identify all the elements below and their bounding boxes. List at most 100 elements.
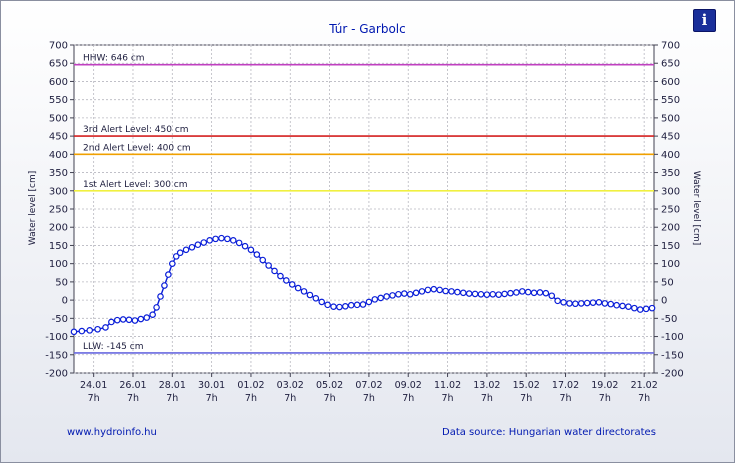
- x-tick-date: 01.02: [237, 380, 264, 391]
- x-tick-hour: 7h: [638, 393, 650, 404]
- x-tick-date: 05.02: [316, 380, 343, 391]
- data-point: [153, 304, 160, 311]
- data-point: [125, 316, 133, 324]
- data-point: [583, 299, 591, 307]
- data-point: [607, 300, 615, 308]
- y-tick-label-left: 0: [62, 296, 68, 307]
- data-point: [389, 292, 396, 299]
- data-point: [235, 239, 243, 247]
- y-tick-label-right: 450: [661, 132, 680, 143]
- x-tick-hour: 7h: [206, 393, 218, 404]
- data-point: [271, 267, 278, 275]
- y-tick-label-right: 0: [661, 296, 667, 307]
- y-tick-label-right: 100: [661, 259, 680, 270]
- data-point: [119, 316, 127, 323]
- data-point: [648, 304, 656, 312]
- data-point: [524, 288, 532, 296]
- threshold-label: 2nd Alert Level: 400 cm: [83, 143, 191, 153]
- y-tick-label-right: 350: [661, 168, 680, 179]
- x-tick-date: 09.02: [395, 380, 422, 391]
- x-tick-date: 21.02: [631, 380, 658, 391]
- x-tick-date: 03.02: [277, 380, 304, 391]
- data-point: [518, 288, 526, 295]
- y-tick-label-right: 650: [661, 59, 680, 70]
- x-tick-date: 24.01: [80, 380, 107, 391]
- x-tick-date: 26.01: [119, 380, 146, 391]
- data-point: [424, 286, 432, 294]
- y-tick-label-left: -200: [45, 369, 68, 380]
- data-point: [161, 282, 168, 289]
- data-point: [218, 234, 225, 242]
- data-point: [619, 302, 626, 310]
- data-point: [247, 246, 255, 254]
- data-point: [330, 303, 337, 310]
- y-tick-label-right: -200: [661, 369, 684, 380]
- x-tick-date: 30.01: [198, 380, 225, 391]
- data-point: [176, 249, 184, 257]
- data-point: [548, 292, 556, 300]
- data-point: [182, 246, 190, 254]
- data-point: [259, 256, 267, 264]
- data-point: [229, 237, 237, 244]
- data-point: [277, 272, 284, 280]
- x-tick-hour: 7h: [481, 393, 493, 404]
- data-point: [206, 237, 213, 244]
- data-point: [601, 300, 609, 307]
- y-tick-label-right: 700: [661, 41, 680, 52]
- data-point: [454, 288, 461, 296]
- y-tick-label-left: 100: [49, 259, 68, 270]
- x-tick-hour: 7h: [520, 393, 532, 404]
- data-point: [383, 293, 390, 300]
- x-tick-hour: 7h: [402, 393, 414, 404]
- chart-title: Túr - Garbolc: [329, 22, 406, 36]
- threshold-label: HHW: 646 cm: [83, 54, 145, 64]
- data-point: [495, 291, 502, 298]
- data-point: [642, 305, 650, 313]
- data-point: [253, 251, 261, 258]
- y-tick-label-left: 50: [55, 277, 68, 288]
- data-point: [149, 311, 156, 318]
- info-icon[interactable]: i: [693, 9, 716, 32]
- data-point: [513, 289, 520, 296]
- x-tick-date: 07.02: [355, 380, 382, 391]
- x-tick-hour: 7h: [88, 393, 100, 404]
- data-point: [448, 288, 455, 295]
- data-point: [631, 304, 638, 312]
- data-point: [401, 290, 408, 297]
- y-tick-label-left: -150: [45, 350, 68, 361]
- data-point: [108, 318, 115, 326]
- data-point: [560, 298, 567, 306]
- data-point: [188, 243, 196, 251]
- data-point: [507, 289, 514, 297]
- data-point: [483, 291, 491, 298]
- y-axis-right: -200 -150 -100 -50 0 50 100 150 200 250 300 350 400 4…: [654, 41, 684, 380]
- y-tick-label-left: 300: [49, 186, 68, 197]
- x-tick-hour: 7h: [559, 393, 571, 404]
- data-point: [169, 260, 176, 267]
- data-point: [536, 289, 544, 296]
- data-point: [465, 290, 473, 297]
- data-point: [131, 317, 139, 324]
- y-tick-label-left: 400: [49, 150, 68, 161]
- x-tick-date: 19.02: [591, 380, 618, 391]
- data-point: [70, 328, 78, 336]
- data-point: [86, 327, 94, 334]
- data-point: [406, 290, 414, 298]
- data-point: [554, 297, 561, 305]
- website-link[interactable]: www.hydroinfo.hu: [67, 427, 157, 438]
- data-point: [241, 242, 249, 250]
- y-tick-label-left: 700: [49, 41, 68, 52]
- data-point: [613, 301, 620, 309]
- data-point: [595, 298, 603, 306]
- x-tick-date: 13.02: [473, 380, 500, 391]
- data-point: [589, 299, 597, 306]
- x-tick-hour: 7h: [245, 393, 257, 404]
- data-point: [471, 290, 479, 298]
- y-tick-label-right: -50: [661, 314, 677, 325]
- x-axis: 24.01 7h 26.01 7h 28.01 7h 30.01 7h 01.02 7h 03.02…: [80, 373, 658, 404]
- data-point: [442, 287, 449, 295]
- data-point: [172, 253, 180, 260]
- x-tick-date: 17.02: [552, 380, 579, 391]
- data-point: [143, 314, 151, 321]
